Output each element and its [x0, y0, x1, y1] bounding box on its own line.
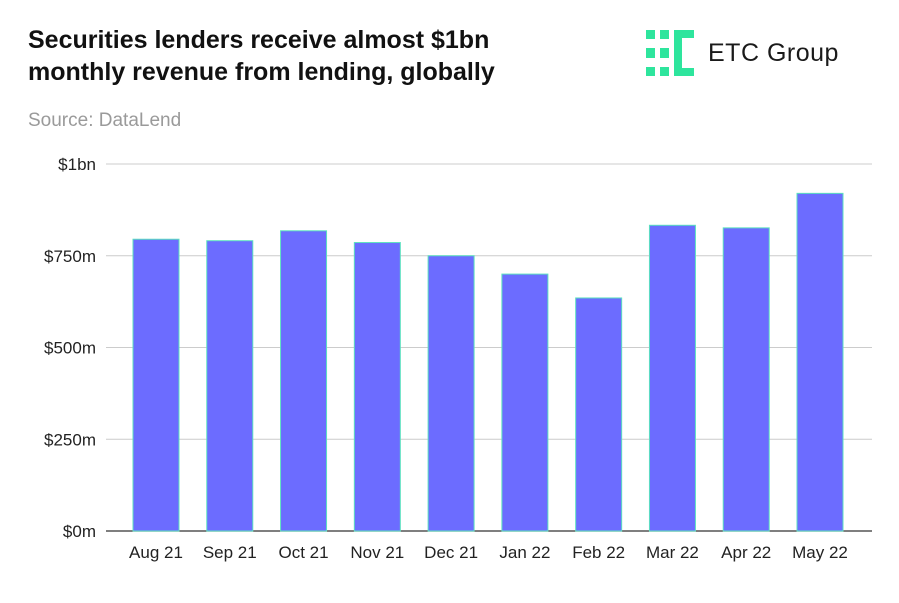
- y-tick-label: $250m: [44, 430, 96, 449]
- x-tick-label: Nov 21: [350, 543, 404, 562]
- bar-sep-21: [206, 240, 254, 532]
- y-tick-label: $1bn: [58, 155, 96, 174]
- x-tick-label: Feb 22: [572, 543, 625, 562]
- y-tick-label: $500m: [44, 339, 96, 358]
- x-tick-label: Sep 21: [203, 543, 257, 562]
- x-tick-label: Dec 21: [424, 543, 478, 562]
- bar-may-22: [796, 192, 844, 532]
- y-tick-label: $750m: [44, 247, 96, 266]
- etc-group-logo-icon: [646, 30, 694, 76]
- bars: [132, 192, 844, 532]
- bar-mar-22: [648, 224, 696, 532]
- chart-title: Securities lenders receive almost $1bn m…: [28, 26, 495, 86]
- y-tick-label: $0m: [63, 522, 96, 541]
- bar-aug-21: [132, 238, 180, 532]
- bar-oct-21: [280, 230, 328, 532]
- x-tick-label: Oct 21: [279, 543, 329, 562]
- y-axis-tick-labels: $0m $250m $500m $750m $1bn: [44, 155, 96, 541]
- x-tick-label: Mar 22: [646, 543, 699, 562]
- bar-nov-21: [353, 242, 401, 532]
- x-tick-label: May 22: [792, 543, 848, 562]
- bar-apr-22: [722, 227, 770, 532]
- chart-source: Source: DataLend: [28, 110, 182, 131]
- bar-feb-22: [575, 297, 623, 532]
- x-tick-label: Apr 22: [721, 543, 771, 562]
- x-axis-tick-labels: Aug 21 Sep 21 Oct 21 Nov 21 Dec 21 Jan 22 Feb …: [129, 543, 848, 562]
- etc-group-logo: ETC Group: [646, 30, 839, 76]
- logo-text: ETC Group: [708, 38, 839, 67]
- bar-dec-21: [427, 255, 475, 532]
- x-tick-label: Aug 21: [129, 543, 183, 562]
- bar-jan-22: [501, 273, 549, 532]
- x-tick-label: Jan 22: [499, 543, 550, 562]
